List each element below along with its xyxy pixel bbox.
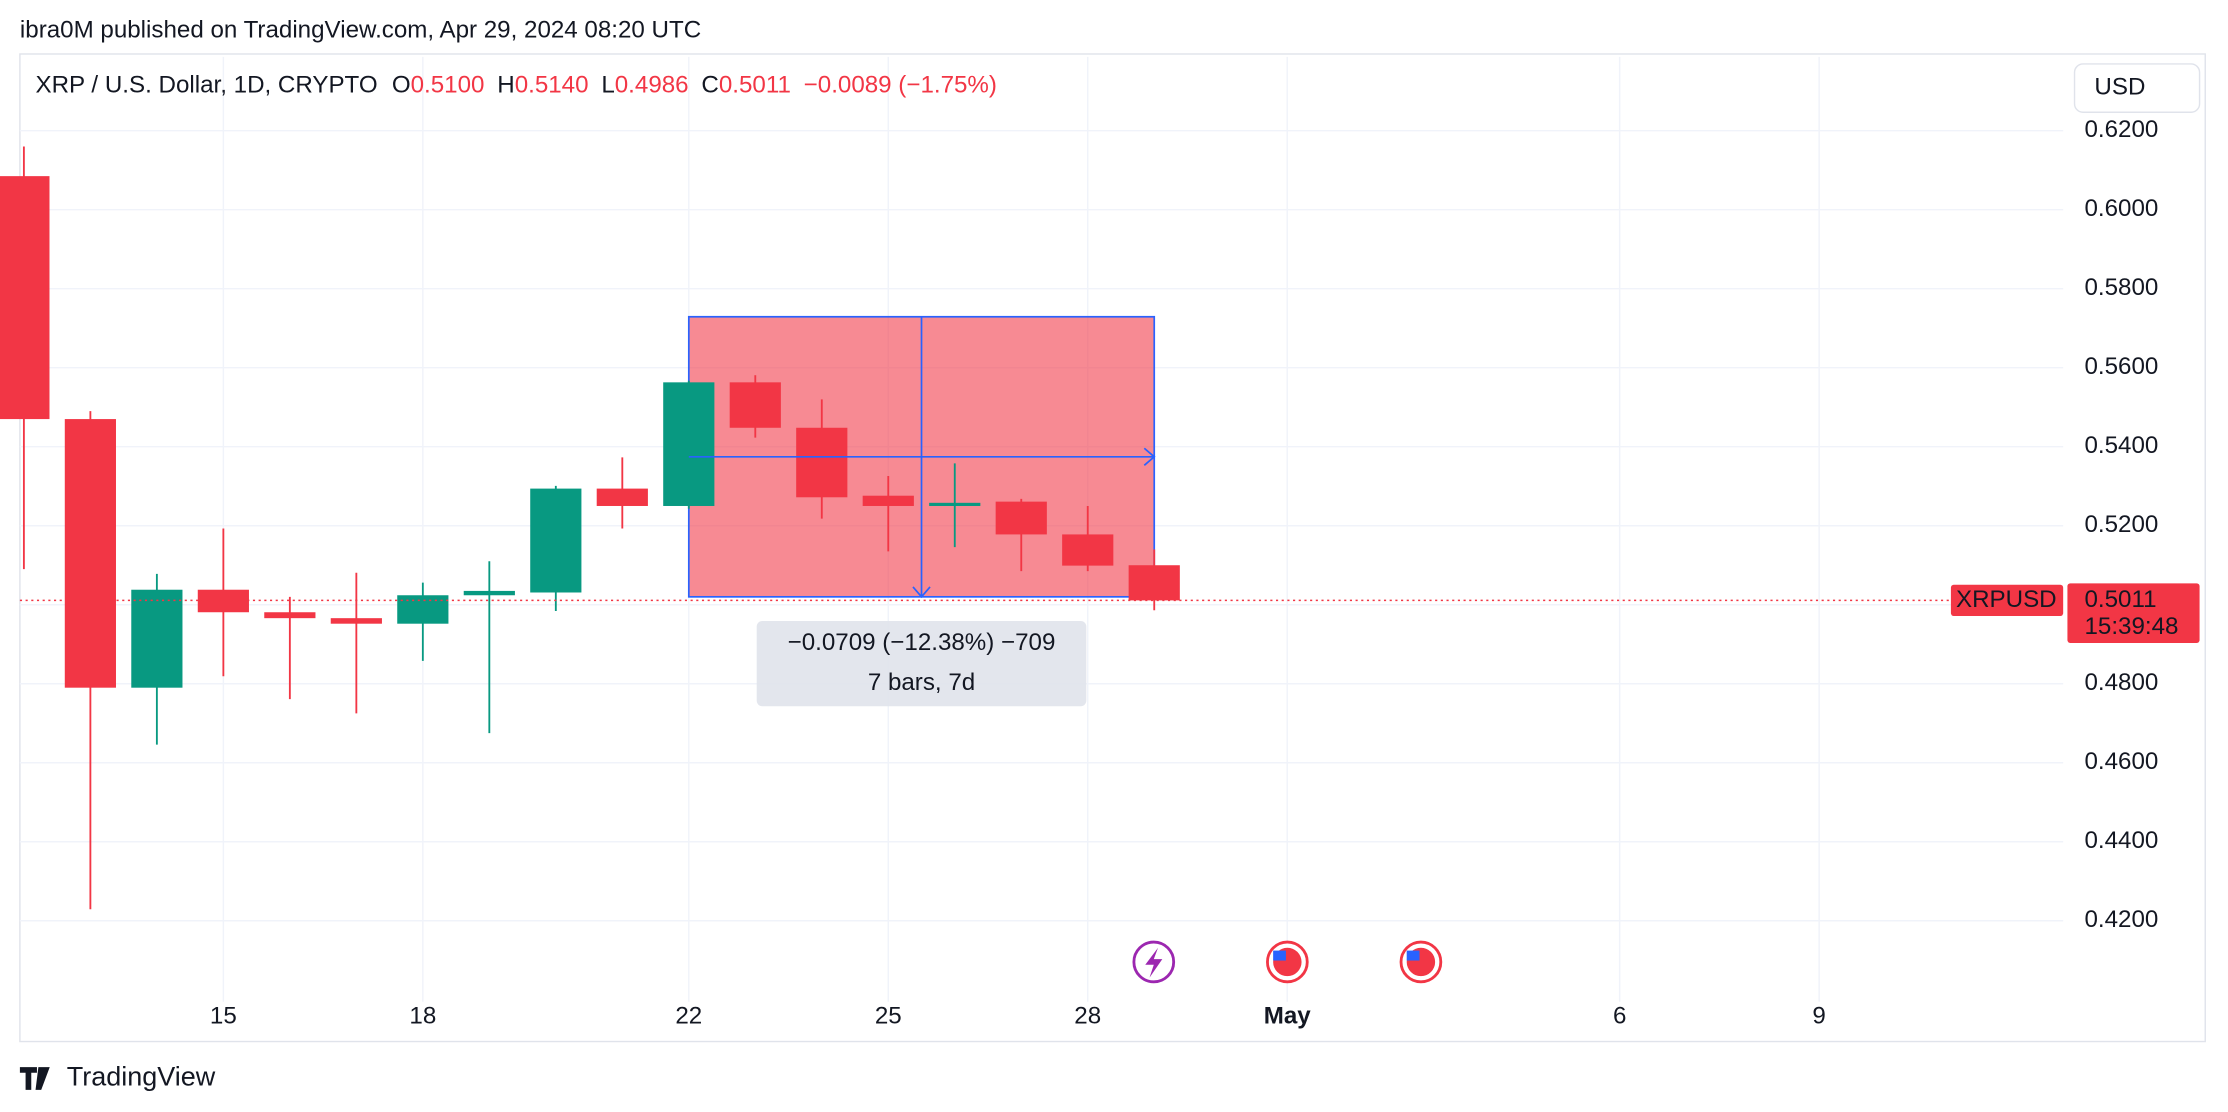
ohlc-value: 0.5100 — [411, 72, 485, 99]
lightning — [1145, 947, 1163, 978]
chart-frame — [19, 53, 2206, 1043]
candle-body — [796, 427, 848, 498]
brand-name: TradingView — [67, 1062, 216, 1092]
ohlc-key: O — [392, 72, 411, 99]
y-tick-label: 0.5400 — [2084, 432, 2158, 459]
currency-button[interactable] — [2073, 63, 2201, 113]
x-tick-label: 15 — [210, 1003, 237, 1030]
candle-body — [131, 589, 183, 688]
ohlc-value: 0.5011 — [719, 72, 791, 99]
symbol-tag — [1950, 584, 2064, 617]
price-tag-label: 0.5011 — [2084, 586, 2156, 613]
y-tick-label: 0.4400 — [2084, 827, 2158, 854]
candle-body — [729, 382, 781, 428]
countdown-label: 15:39:48 — [2084, 613, 2178, 640]
measure-label: 7 bars, 7d — [868, 669, 975, 696]
measure-label: −0.0709 (−12.38%) −709 — [788, 629, 1056, 656]
candle-body — [929, 502, 981, 506]
y-tick-label: 0.6200 — [2084, 116, 2158, 143]
y-tick-label: 0.4600 — [2084, 748, 2158, 775]
change: −0.0089 (−1.75%) — [804, 72, 997, 99]
y-tick-label: 0.5200 — [2084, 511, 2158, 538]
event-icons — [1132, 940, 1443, 984]
ohlc-value: 0.4986 — [615, 72, 689, 99]
y-tick-label: 0.5800 — [2084, 274, 2158, 301]
symbol: XRP / U.S. Dollar, 1D, CRYPTO — [36, 72, 378, 99]
candle-body — [995, 501, 1047, 535]
flag-canton — [1406, 950, 1420, 961]
mark-layer: −0.0709 (−12.38%) −709 7 bars, 7d XRPUSD 0.… — [0, 146, 2200, 910]
candle-body — [663, 382, 715, 506]
flag-canton — [1273, 950, 1286, 961]
measure-arrow — [1143, 447, 1156, 466]
ohlc-key: H — [497, 72, 514, 99]
x-tick-label: 18 — [409, 1003, 436, 1030]
y-tick-label: 0.5600 — [2084, 353, 2158, 380]
candle-body — [1128, 565, 1180, 601]
candle-body — [1062, 534, 1114, 566]
candle-body — [330, 618, 382, 624]
x-tick-label: 9 — [1812, 1003, 1825, 1030]
currency-label: USD — [2094, 73, 2145, 100]
candle-body — [596, 488, 648, 506]
x-tick-label: 28 — [1074, 1003, 1101, 1030]
symbol-tag-label: XRPUSD — [1956, 586, 2057, 613]
candle-body — [397, 595, 449, 624]
measure-arrow — [912, 586, 931, 599]
y-tick-label: 0.4200 — [2084, 906, 2158, 933]
symbol-legend: XRP / U.S. Dollar, 1D, CRYPTO O0.5100 H0.5… — [36, 72, 997, 99]
candle-body — [197, 589, 249, 613]
candle-body — [862, 495, 914, 506]
candle-body — [0, 176, 50, 420]
brand-logo — [19, 1067, 50, 1090]
measure-label-box — [756, 620, 1087, 707]
candle-body — [463, 590, 515, 596]
x-tick-label: 25 — [875, 1003, 902, 1030]
ohlc-key: L — [601, 72, 614, 99]
candle-body — [264, 612, 316, 619]
x-tick-label: 22 — [675, 1003, 702, 1030]
price-tag — [2067, 583, 2200, 644]
y-tick-label: 0.4800 — [2084, 669, 2158, 696]
published-line: ibra0M published on TradingView.com, Apr… — [20, 17, 701, 44]
candle-body — [64, 419, 116, 688]
ohlc-key: C — [701, 72, 718, 99]
ohlc-value: 0.5140 — [515, 72, 589, 99]
x-tick-label: 6 — [1613, 1003, 1626, 1030]
y-tick-label: 0.6000 — [2084, 195, 2158, 222]
candle-body — [530, 488, 582, 593]
x-tick-label: May — [1264, 1003, 1312, 1030]
